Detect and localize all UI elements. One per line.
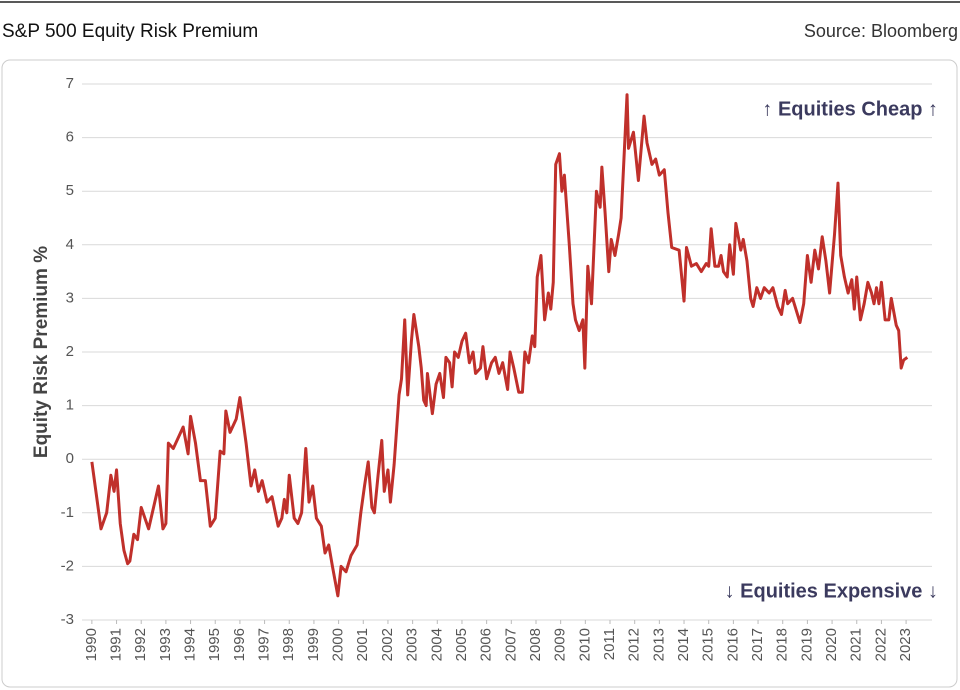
x-tick-label: 2015 — [700, 628, 717, 661]
x-tick-label: 2021 — [848, 628, 865, 661]
x-tick-label: 2006 — [478, 628, 495, 661]
annotation: ↓ Equities Expensive ↓ — [725, 580, 938, 602]
y-tick-label: -3 — [61, 611, 74, 628]
y-tick-label: 4 — [66, 236, 74, 253]
x-tick-label: 1994 — [182, 628, 199, 661]
x-tick-label: 2022 — [872, 628, 889, 661]
y-tick-label: 7 — [66, 75, 74, 92]
x-tick-label: 2004 — [428, 628, 445, 661]
x-tick-label: 1997 — [256, 628, 273, 661]
x-tick-label: 2010 — [576, 628, 593, 661]
y-tick-label: 6 — [66, 129, 74, 146]
x-tick-label: 1995 — [206, 628, 223, 661]
x-tick-label: 2011 — [601, 628, 618, 660]
x-tick-label: 2013 — [650, 628, 667, 661]
x-tick-label: 1996 — [231, 628, 248, 661]
x-tick-label: 2016 — [724, 628, 741, 661]
y-axis-label: Equity Risk Premium % — [31, 246, 52, 458]
x-tick-label: 2000 — [330, 628, 347, 661]
x-tick-label: 1992 — [132, 628, 149, 661]
source: Source: Bloomberg — [804, 21, 958, 41]
y-tick-label: -1 — [61, 504, 74, 521]
x-tick-label: 2003 — [404, 628, 421, 661]
x-tick-label: 2005 — [453, 628, 470, 661]
x-tick-label: 2008 — [527, 628, 544, 661]
x-tick-label: 1990 — [83, 628, 100, 661]
y-tick-label: 1 — [66, 397, 74, 414]
x-tick-label: 2023 — [897, 628, 914, 661]
y-tick-label: 5 — [66, 182, 74, 199]
x-tick-label: 1991 — [108, 628, 125, 661]
x-tick-label: 2001 — [354, 628, 371, 661]
frame — [1, 59, 958, 688]
data-line — [90, 93, 909, 598]
x-tick-label: 2014 — [675, 628, 692, 661]
y-tick-label: 2 — [66, 343, 74, 360]
x-tick-label: 2018 — [774, 628, 791, 661]
y-tick-label: -2 — [61, 557, 74, 574]
chart-title: S&P 500 Equity Risk Premium — [2, 21, 258, 42]
y-tick-label: 0 — [66, 450, 74, 467]
x-tick-label: 1999 — [305, 628, 322, 661]
y-tick-label: 3 — [66, 289, 74, 306]
x-tick-label: 2017 — [749, 628, 766, 661]
x-tick-label: 2009 — [552, 628, 569, 661]
x-tick-label: 2002 — [379, 628, 396, 661]
x-tick-label: 2007 — [502, 628, 519, 661]
x-tick-label: 2019 — [798, 628, 815, 661]
x-tick-label: 2020 — [823, 628, 840, 661]
x-tick-label: 1998 — [280, 628, 297, 661]
x-tick-label: 1993 — [157, 628, 174, 661]
annotation: ↑ Equities Cheap ↑ — [762, 98, 938, 120]
x-tick-label: 2012 — [626, 628, 643, 661]
